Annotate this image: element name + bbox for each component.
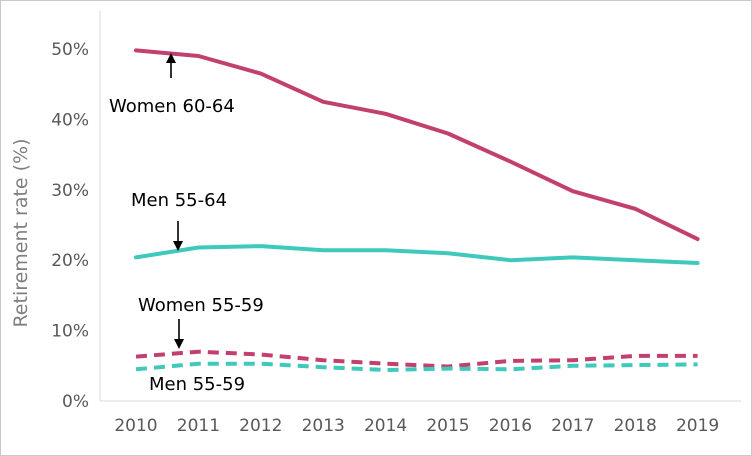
annotation-women-60-64: Women 60-64	[109, 96, 235, 117]
x-tick-labels: 2010 2011 2012 2013 2014 2015 2016 2017 2018 2019	[114, 416, 719, 436]
x-tick-label: 2013	[302, 416, 345, 436]
y-tick-label: 0%	[62, 392, 89, 412]
x-tick-label: 2018	[614, 416, 657, 436]
x-tick-label: 2019	[676, 416, 719, 436]
y-tick-label: 50%	[51, 40, 89, 60]
y-tick-labels: 0% 10% 20% 30% 40% 50%	[51, 40, 89, 412]
annotation-men-55-64: Men 55-64	[131, 190, 227, 211]
x-tick-label: 2017	[551, 416, 594, 436]
y-axis-title: Retirement rate (%)	[10, 138, 32, 327]
x-tick-label: 2010	[114, 416, 157, 436]
x-tick-label: 2016	[489, 416, 532, 436]
y-tick-label: 20%	[51, 251, 89, 271]
y-tick-label: 10%	[51, 322, 89, 342]
series-lines	[134, 48, 700, 372]
annotation-women-55-59: Women 55-59	[138, 295, 264, 316]
series-line-men-55-64	[134, 244, 700, 265]
x-tick-label: 2011	[177, 416, 220, 436]
annotation-men-55-59: Men 55-59	[149, 374, 245, 395]
y-tick-label: 30%	[51, 181, 89, 201]
x-tick-label: 2015	[426, 416, 469, 436]
series-line-women-55-59	[135, 349, 698, 369]
annotations: Women 60-64 Men 55-64 Women 55-59 Men 55-59	[109, 53, 264, 395]
series-line-men-55-59	[135, 361, 698, 372]
x-tick-label: 2012	[239, 416, 282, 436]
x-tick-label: 2014	[364, 416, 407, 436]
series-line-women-60-64	[134, 48, 700, 242]
y-tick-label: 40%	[51, 110, 89, 130]
